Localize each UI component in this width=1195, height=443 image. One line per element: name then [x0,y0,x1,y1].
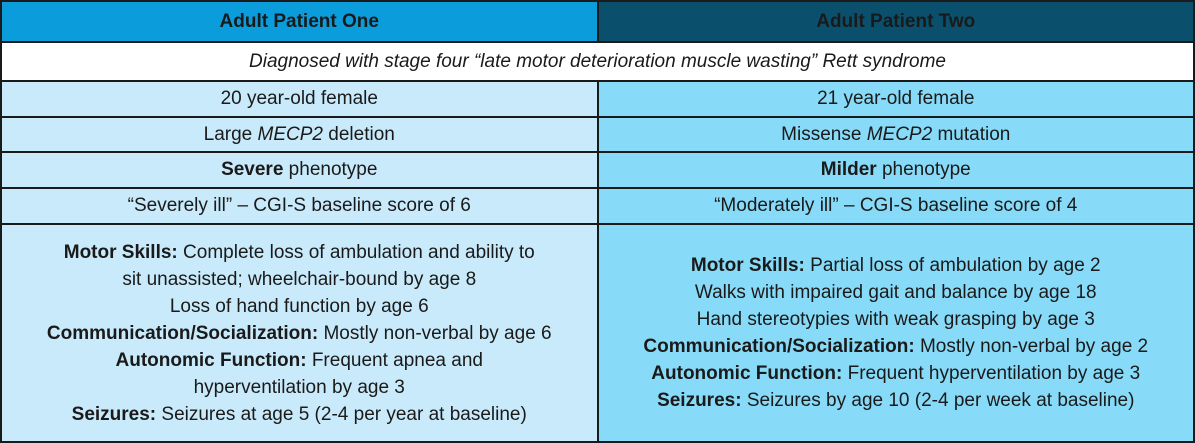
detail-line: Autonomic Function: Frequent hyperventil… [651,363,1141,384]
clinical-details-patient-one: Motor Skills: Complete loss of ambulatio… [0,223,599,443]
detail-line: Hand stereotypies with weak grasping by … [696,309,1095,330]
detail-line: hyperventilation by age 3 [193,376,405,398]
detail-line: Communication/Socialization: Mostly non-… [46,322,552,344]
mutation-patient-two: Missense MECP2 mutation [596,116,1195,153]
phenotype-row: Severe phenotype Milder phenotype [0,151,1195,189]
phenotype-patient-two: Milder phenotype [596,151,1195,189]
diagnosis-text: Diagnosed with stage four “late motor de… [0,41,1195,82]
detail-line: Walks with impaired gait and balance by … [694,282,1097,303]
phenotype-patient-one: Severe phenotype [0,151,599,189]
clinical-details-row: Motor Skills: Complete loss of ambulatio… [0,223,1195,443]
age-patient-one: 20 year-old female [0,80,599,118]
age-patient-two: 21 year-old female [596,80,1195,118]
header-adult-patient-two: Adult Patient Two [596,0,1195,43]
header-row: Adult Patient One Adult Patient Two [0,0,1195,43]
detail-line: Motor Skills: Partial loss of ambulation… [690,255,1101,276]
detail-line: Loss of hand function by age 6 [169,295,429,317]
age-row: 20 year-old female 21 year-old female [0,80,1195,118]
detail-line: Seizures: Seizures at age 5 (2-4 per yea… [71,403,527,425]
detail-line: Communication/Socialization: Mostly non-… [643,336,1149,357]
detail-line: sit unassisted; wheelchair-bound by age … [122,268,477,290]
diagnosis-row: Diagnosed with stage four “late motor de… [0,41,1195,82]
cgi-score-patient-two: “Moderately ill” – CGI-S baseline score … [596,187,1195,225]
detail-line: Seizures: Seizures by age 10 (2-4 per we… [657,390,1135,411]
detail-line: Motor Skills: Complete loss of ambulatio… [63,241,535,263]
mutation-row: Large MECP2 deletion Missense MECP2 muta… [0,116,1195,153]
header-adult-patient-one: Adult Patient One [0,0,599,43]
cgi-score-row: “Severely ill” – CGI-S baseline score of… [0,187,1195,225]
detail-line: Autonomic Function: Frequent apnea and [115,349,483,371]
clinical-details-patient-two: Motor Skills: Partial loss of ambulation… [596,223,1195,443]
mutation-patient-one: Large MECP2 deletion [0,116,599,153]
cgi-score-patient-one: “Severely ill” – CGI-S baseline score of… [0,187,599,225]
